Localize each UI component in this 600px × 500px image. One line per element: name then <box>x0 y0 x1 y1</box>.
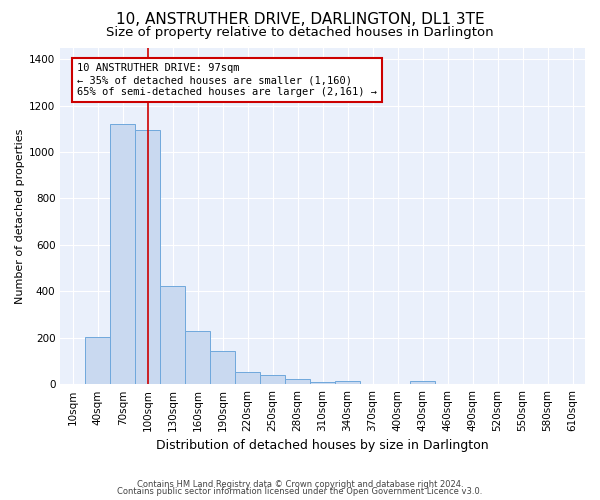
Bar <box>310 382 335 384</box>
Bar <box>285 379 310 384</box>
Text: Size of property relative to detached houses in Darlington: Size of property relative to detached ho… <box>106 26 494 39</box>
Bar <box>185 331 210 384</box>
Y-axis label: Number of detached properties: Number of detached properties <box>15 128 25 304</box>
Bar <box>135 130 160 384</box>
Text: Contains public sector information licensed under the Open Government Licence v3: Contains public sector information licen… <box>118 487 482 496</box>
Bar <box>210 350 235 384</box>
Text: 10 ANSTRUTHER DRIVE: 97sqm
← 35% of detached houses are smaller (1,160)
65% of s: 10 ANSTRUTHER DRIVE: 97sqm ← 35% of deta… <box>77 64 377 96</box>
Bar <box>235 372 260 384</box>
Bar <box>335 381 360 384</box>
Bar <box>410 381 435 384</box>
Text: 10, ANSTRUTHER DRIVE, DARLINGTON, DL1 3TE: 10, ANSTRUTHER DRIVE, DARLINGTON, DL1 3T… <box>116 12 484 28</box>
Bar <box>110 124 135 384</box>
Bar <box>260 376 285 384</box>
Bar <box>85 336 110 384</box>
Bar <box>160 286 185 384</box>
X-axis label: Distribution of detached houses by size in Darlington: Distribution of detached houses by size … <box>157 440 489 452</box>
Text: Contains HM Land Registry data © Crown copyright and database right 2024.: Contains HM Land Registry data © Crown c… <box>137 480 463 489</box>
